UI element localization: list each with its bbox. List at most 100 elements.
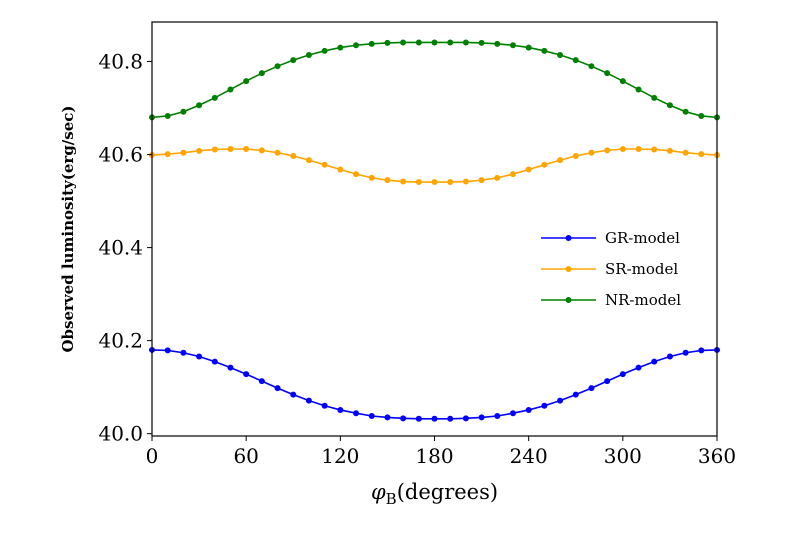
data-point: [431, 415, 438, 422]
data-point: [164, 112, 171, 119]
data-point: [604, 70, 611, 77]
data-point: [290, 391, 297, 398]
data-point: [321, 161, 328, 168]
data-point: [384, 39, 391, 46]
data-point: [180, 349, 187, 356]
data-point: [666, 102, 673, 109]
data-point: [368, 413, 375, 419]
data-point: [415, 179, 422, 186]
data-point: [541, 47, 548, 54]
data-point: [494, 40, 501, 47]
data-point: [635, 86, 642, 93]
y-tick-label: 40.8: [98, 50, 143, 74]
data-point: [541, 161, 548, 168]
data-point: [243, 78, 250, 85]
series-gr-model: [149, 346, 720, 422]
data-point: [447, 415, 454, 422]
data-point: [698, 347, 705, 354]
data-point: [651, 146, 658, 153]
data-point: [400, 178, 407, 185]
data-point: [682, 149, 689, 156]
data-point: [258, 147, 265, 154]
data-point: [400, 39, 407, 46]
data-point: [557, 397, 564, 404]
data-point: [164, 151, 171, 158]
data-point: [431, 179, 438, 186]
data-point: [337, 166, 344, 173]
data-point: [400, 415, 407, 422]
data-point: [651, 94, 658, 101]
data-point: [588, 149, 595, 156]
data-point: [604, 378, 611, 385]
data-point: [227, 145, 234, 152]
data-point: [635, 364, 642, 371]
data-point: [274, 149, 281, 156]
data-point: [368, 174, 375, 181]
data-point: [431, 39, 438, 46]
x-tick-label: 300: [604, 444, 642, 468]
data-point: [353, 42, 360, 49]
data-point: [180, 108, 187, 115]
data-point: [619, 78, 626, 85]
series-line: [151, 349, 718, 420]
data-point: [290, 57, 297, 64]
data-point: [604, 147, 611, 154]
y-axis-title: Observed luminosity(erg/sec): [59, 105, 77, 352]
data-point: [698, 112, 705, 119]
x-tick-label: 60: [233, 444, 258, 468]
legend: GR-model SR-model NR-model: [533, 221, 713, 317]
data-point: [509, 42, 516, 49]
data-point: [290, 152, 297, 159]
x-tick-label: 180: [415, 444, 453, 468]
data-point: [180, 149, 187, 156]
series-nr-model: [149, 39, 720, 121]
data-point: [588, 63, 595, 70]
data-point: [196, 102, 203, 109]
data-point: [478, 177, 485, 184]
ticks-layer: 0 60 120 180 240 300 360 40.0 40.2 40.4 40.6 40.8: [98, 50, 736, 468]
data-point: [368, 40, 375, 47]
legend-label: SR-model: [605, 260, 678, 278]
data-point: [353, 171, 360, 178]
data-point: [321, 47, 328, 54]
data-point: [635, 145, 642, 152]
series-line: [151, 41, 718, 119]
data-point: [525, 44, 532, 51]
data-point: [619, 371, 626, 378]
data-point: [211, 358, 218, 365]
data-point: [478, 414, 485, 421]
data-point: [274, 63, 281, 70]
data-point: [211, 146, 218, 153]
data-point: [557, 52, 564, 59]
data-point: [321, 402, 328, 409]
legend-item-nr-model: NR-model: [541, 291, 681, 309]
series-line: [151, 148, 718, 183]
data-point: [525, 166, 532, 173]
data-point: [509, 410, 516, 417]
data-point: [666, 147, 673, 154]
data-point: [588, 385, 595, 392]
data-point: [509, 171, 516, 178]
data-point: [243, 145, 250, 152]
data-point: [353, 410, 360, 417]
data-point: [619, 145, 626, 152]
legend-label: NR-model: [605, 291, 681, 309]
data-point: [227, 364, 234, 371]
y-tick-label: 40.2: [98, 329, 143, 353]
legend-swatch-marker: [565, 297, 572, 303]
data-point: [462, 178, 469, 185]
data-point: [337, 44, 344, 51]
y-tick-label: 40.6: [98, 143, 143, 167]
data-point: [572, 152, 579, 159]
data-point: [462, 39, 469, 46]
data-point: [415, 415, 422, 422]
data-point: [337, 406, 344, 413]
data-point: [666, 353, 673, 360]
data-point: [415, 39, 422, 46]
data-point: [682, 349, 689, 356]
data-point: [243, 371, 250, 378]
data-point: [698, 151, 705, 158]
data-point: [196, 147, 203, 154]
